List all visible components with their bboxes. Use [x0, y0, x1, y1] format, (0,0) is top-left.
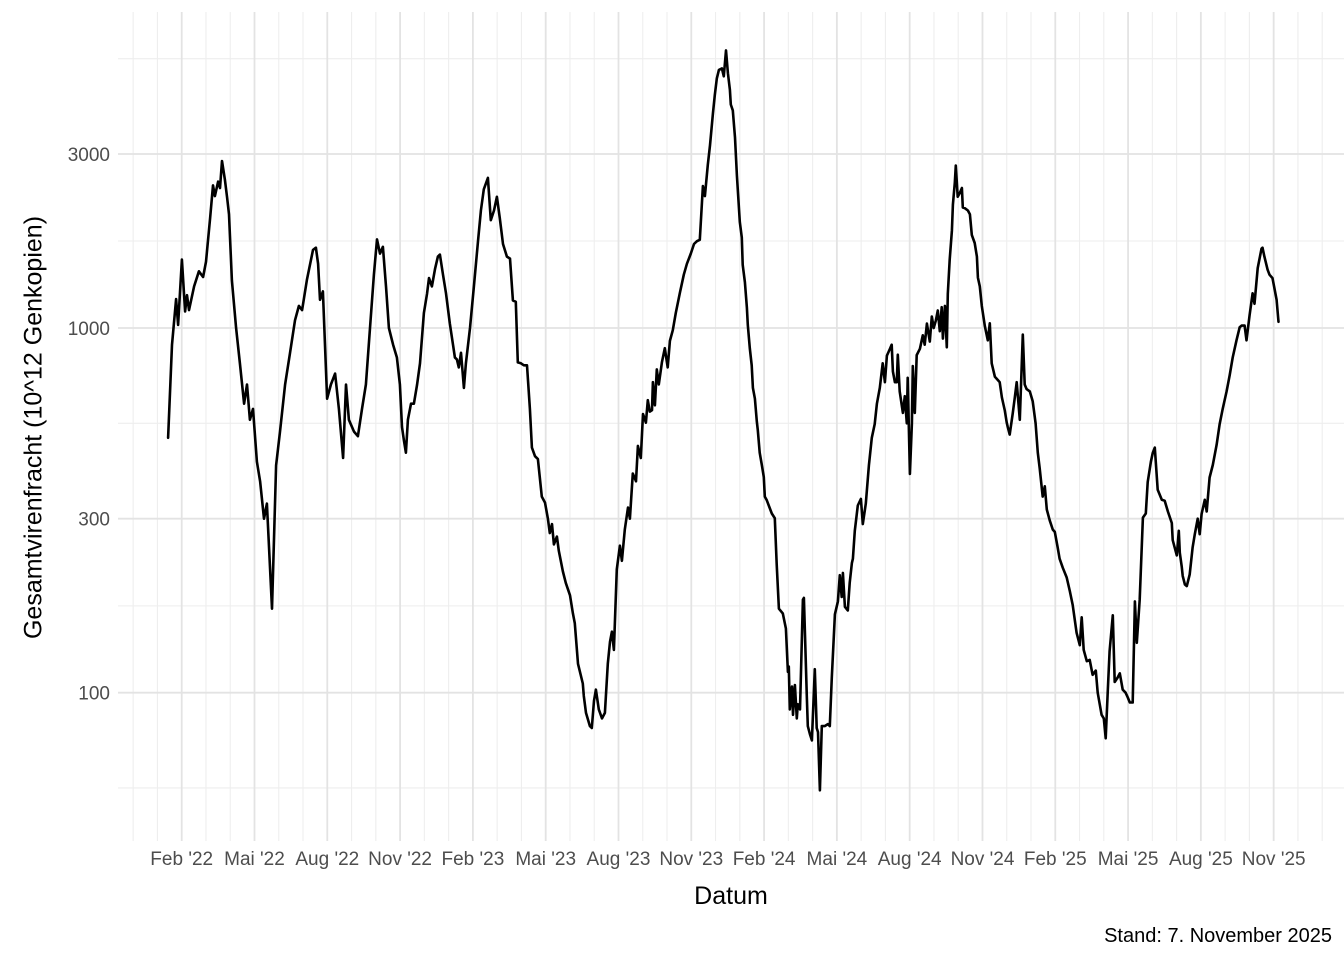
x-tick-label: Feb '24 — [733, 849, 796, 870]
x-tick-label: Mai '24 — [807, 849, 868, 870]
x-tick-label: Nov '24 — [951, 849, 1015, 870]
x-tick-label: Mai '22 — [224, 849, 285, 870]
x-tick-label: Aug '22 — [295, 849, 359, 870]
x-tick-label: Aug '25 — [1169, 849, 1233, 870]
y-tick-label: 300 — [78, 510, 110, 531]
y-tick-label: 3000 — [68, 145, 110, 166]
x-tick-label: Aug '24 — [878, 849, 942, 870]
y-tick-label: 100 — [78, 684, 110, 705]
x-tick-label: Nov '23 — [659, 849, 723, 870]
y-tick-label: 1000 — [68, 319, 110, 340]
x-tick-label: Mai '25 — [1098, 849, 1159, 870]
x-tick-label: Nov '22 — [368, 849, 432, 870]
y-axis-title: Gesamtvirenfracht (10^12 Genkopien) — [19, 215, 48, 640]
x-tick-label: Feb '25 — [1024, 849, 1087, 870]
x-axis-title: Datum — [694, 882, 768, 910]
x-tick-label: Aug '23 — [587, 849, 651, 870]
series-line — [166, 49, 1280, 792]
chart-caption: Stand: 7. November 2025 — [1104, 925, 1332, 947]
x-tick-label: Feb '22 — [150, 849, 213, 870]
x-tick-label: Nov '25 — [1242, 849, 1306, 870]
x-tick-label: Feb '23 — [442, 849, 505, 870]
x-tick-label: Mai '23 — [515, 849, 576, 870]
